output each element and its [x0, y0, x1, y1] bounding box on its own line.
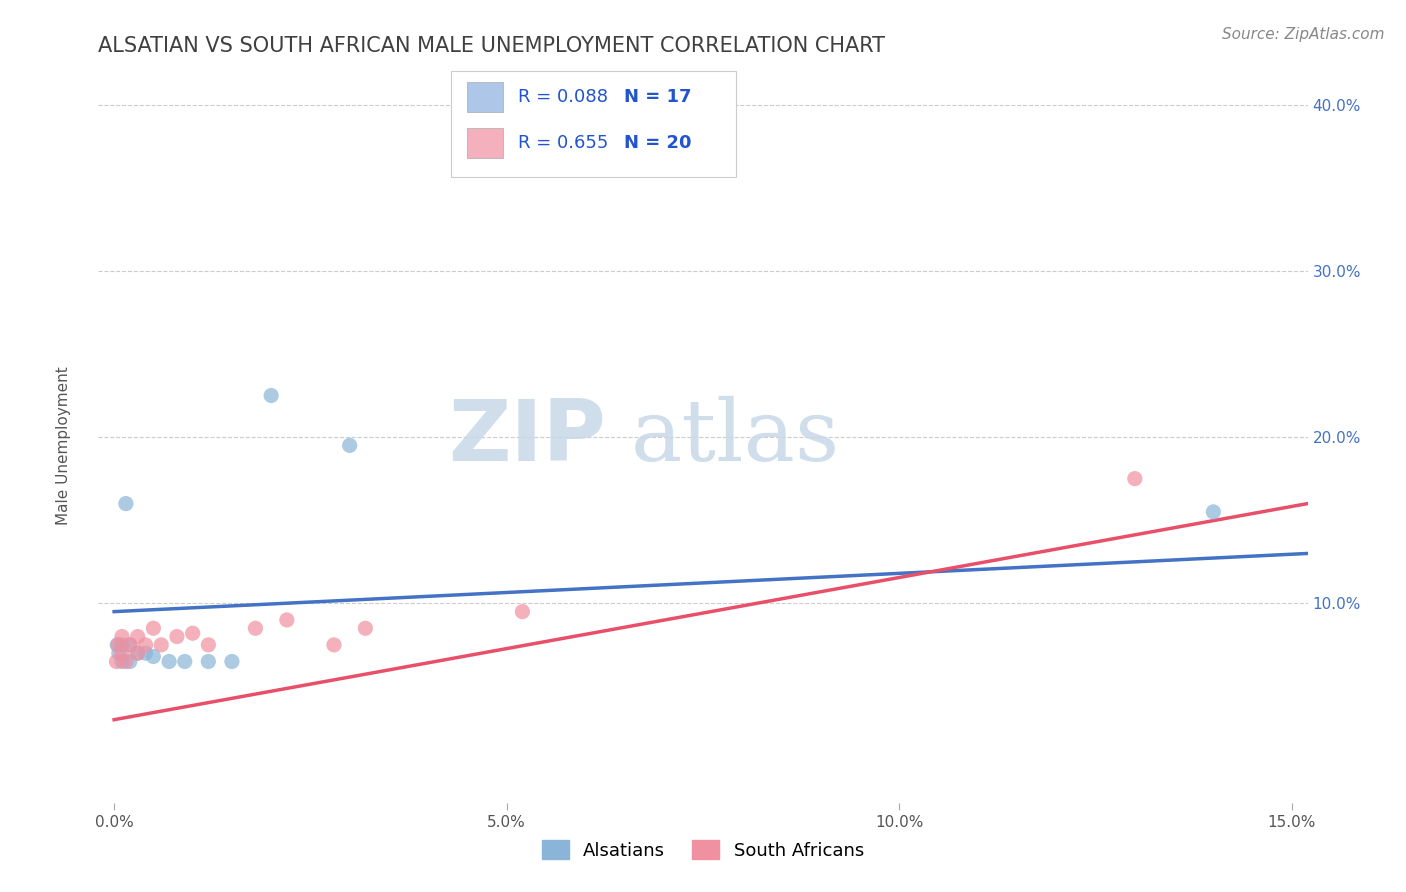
Point [135, 646, 157, 660]
Point [111, 630, 134, 644]
Point [197, 638, 219, 652]
Point [111, 646, 134, 660]
Point [142, 649, 165, 664]
Point [245, 621, 267, 635]
Point [118, 655, 141, 669]
Text: R = 0.088: R = 0.088 [517, 88, 607, 106]
Text: N = 17: N = 17 [624, 88, 692, 106]
Point [1123, 472, 1146, 486]
Point [260, 388, 283, 402]
Point [221, 655, 243, 669]
Point [107, 638, 129, 652]
Point [181, 626, 204, 640]
Point [118, 638, 141, 652]
Point [276, 613, 298, 627]
Point [197, 655, 219, 669]
Point [512, 605, 534, 619]
FancyBboxPatch shape [451, 71, 735, 178]
Point [115, 497, 138, 511]
Point [105, 655, 128, 669]
Point [111, 655, 134, 669]
Text: N = 20: N = 20 [624, 134, 692, 152]
Point [1202, 505, 1225, 519]
Point [354, 621, 377, 635]
Point [127, 646, 149, 660]
Text: atlas: atlas [630, 395, 839, 479]
Point [166, 630, 188, 644]
Point [150, 638, 173, 652]
Text: Male Unemployment: Male Unemployment [56, 367, 70, 525]
Point [118, 638, 141, 652]
Legend: Alsatians, South Africans: Alsatians, South Africans [534, 833, 872, 867]
Text: Source: ZipAtlas.com: Source: ZipAtlas.com [1222, 27, 1385, 42]
FancyBboxPatch shape [467, 82, 503, 112]
Point [105, 638, 128, 652]
FancyBboxPatch shape [467, 128, 503, 158]
Point [108, 646, 131, 660]
Point [115, 655, 138, 669]
Text: ALSATIAN VS SOUTH AFRICAN MALE UNEMPLOYMENT CORRELATION CHART: ALSATIAN VS SOUTH AFRICAN MALE UNEMPLOYM… [98, 36, 886, 55]
Point [142, 621, 165, 635]
Point [323, 638, 346, 652]
Point [127, 646, 149, 660]
Point [173, 655, 195, 669]
Text: ZIP: ZIP [449, 395, 606, 479]
Point [135, 638, 157, 652]
Text: R = 0.655: R = 0.655 [517, 134, 609, 152]
Point [157, 655, 180, 669]
Point [339, 438, 361, 452]
Point [111, 638, 134, 652]
Point [127, 630, 149, 644]
